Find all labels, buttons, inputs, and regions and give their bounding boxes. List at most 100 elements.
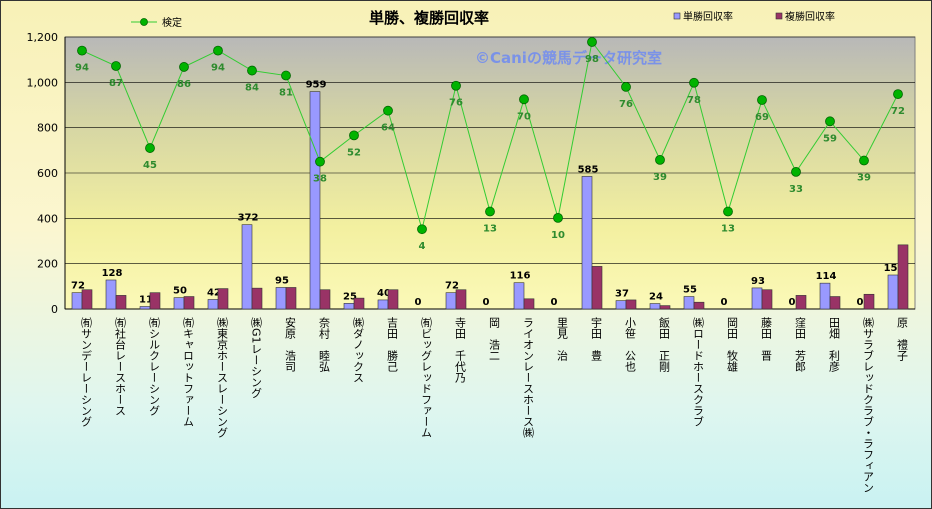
- line-point: [587, 37, 597, 47]
- line-data-label: 10: [551, 230, 565, 241]
- line-point: [179, 62, 189, 72]
- line-point: [111, 61, 121, 71]
- x-tick-label: ㈱G1レーシング: [250, 317, 263, 399]
- bar: [581, 176, 593, 310]
- line-data-label: 70: [517, 111, 531, 122]
- bar-data-label: 55: [683, 285, 697, 296]
- x-tick-label: 藤田 晋: [760, 317, 773, 362]
- bar: [241, 224, 253, 310]
- line-point: [145, 143, 155, 153]
- x-tick-label: 岡 浩二: [488, 317, 501, 361]
- bar: [819, 282, 831, 310]
- line-data-label: 76: [449, 98, 463, 109]
- line-data-label: 72: [891, 106, 905, 117]
- bar-data-label: 72: [71, 281, 85, 292]
- bar: [829, 296, 841, 310]
- bar: [377, 299, 389, 310]
- x-tick-label: 安原 浩司: [284, 316, 297, 372]
- line-point: [77, 45, 87, 56]
- bar-data-label: 116: [510, 271, 531, 282]
- bar-data-label: 0: [789, 297, 796, 308]
- bar: [115, 295, 127, 310]
- x-tick-label: 原 禮子: [896, 317, 909, 361]
- line-data-label: 94: [211, 63, 225, 74]
- y-tick-label: 600: [37, 167, 58, 180]
- bar-data-label: 372: [238, 213, 259, 224]
- line-data-label: 13: [483, 224, 497, 235]
- bar-data-label: 72: [445, 281, 459, 292]
- x-tick-label: ㈲サンデーレーシング: [80, 317, 93, 427]
- line-data-label: 81: [279, 88, 293, 99]
- line-point: [451, 80, 461, 91]
- legend-label: 検定: [162, 16, 182, 29]
- line-point: [349, 130, 359, 141]
- line-point: [757, 95, 767, 105]
- bar: [693, 301, 705, 310]
- line-point: [213, 45, 223, 56]
- line-point: [723, 206, 733, 217]
- bar: [445, 292, 457, 310]
- line-point: [383, 105, 393, 116]
- line-point: [247, 65, 257, 76]
- x-tick-label: 宇田 豊: [590, 317, 603, 361]
- bar: [217, 288, 229, 310]
- watermark-text: ©Caniの競馬データ研究室: [475, 49, 662, 67]
- line-point: [485, 206, 495, 217]
- line-data-label: 52: [347, 147, 361, 158]
- line-point: [655, 154, 665, 165]
- x-tick-label: ㈱ダノックス: [352, 317, 365, 383]
- line-point: [621, 81, 631, 92]
- y-tick-label: 1,200: [27, 31, 59, 44]
- bar-data-label: 50: [173, 286, 187, 297]
- line-point: [553, 212, 563, 223]
- line-point: [791, 166, 801, 177]
- bar-data-label: 114: [816, 271, 837, 282]
- y-tick-label: 400: [37, 212, 58, 225]
- y-tick-label: 1,000: [27, 76, 59, 89]
- line-data-label: 64: [381, 123, 395, 134]
- x-tick-label: 飯田 正剛: [658, 316, 671, 373]
- bar: [513, 282, 525, 310]
- bar: [887, 274, 899, 310]
- line-data-label: 76: [619, 99, 633, 110]
- bar: [275, 287, 287, 310]
- line-data-label: 69: [755, 112, 769, 123]
- bar: [309, 91, 321, 310]
- x-tick-label: ㈱サラブレッドクラブ・ラフィアン: [862, 317, 875, 493]
- bar: [683, 296, 695, 310]
- bar-data-label: 11: [139, 295, 153, 306]
- y-tick-label: 200: [37, 258, 58, 271]
- bar: [649, 303, 661, 310]
- bar-data-label: 128: [102, 268, 123, 279]
- bar: [149, 292, 161, 310]
- bar-data-label: 37: [615, 289, 629, 300]
- x-tick-label: ㈱東京ホースレーシング: [216, 317, 229, 438]
- line-data-label: 86: [177, 79, 191, 90]
- x-tick-label: ライオンレースホース㈱: [522, 317, 535, 438]
- line-data-label: 84: [245, 83, 259, 94]
- bar: [455, 289, 467, 310]
- line-data-label: 39: [857, 173, 871, 184]
- bar-data-label: 0: [483, 297, 490, 308]
- x-tick-label: 寺田 千代乃: [454, 317, 467, 384]
- line-data-label: 59: [823, 133, 837, 144]
- bar: [207, 299, 219, 310]
- legend-swatch: [673, 12, 681, 20]
- bar: [81, 289, 93, 310]
- line-point: [825, 116, 835, 127]
- x-tick-label: 田畑 利彦: [828, 317, 841, 373]
- bar-data-label: 0: [721, 297, 728, 308]
- bar-data-label: 93: [751, 276, 765, 287]
- bar: [625, 299, 637, 310]
- line-data-label: 4: [419, 241, 426, 252]
- legend-swatch: [775, 12, 783, 20]
- bar-data-label: 42: [207, 287, 221, 298]
- legend-label: 単勝回収率: [683, 10, 733, 23]
- line-point: [893, 89, 903, 100]
- line-point: [859, 155, 869, 166]
- line-data-label: 39: [653, 172, 667, 183]
- bar-data-label: 24: [649, 292, 663, 303]
- x-tick-label: 岡田 牧雄: [726, 317, 739, 372]
